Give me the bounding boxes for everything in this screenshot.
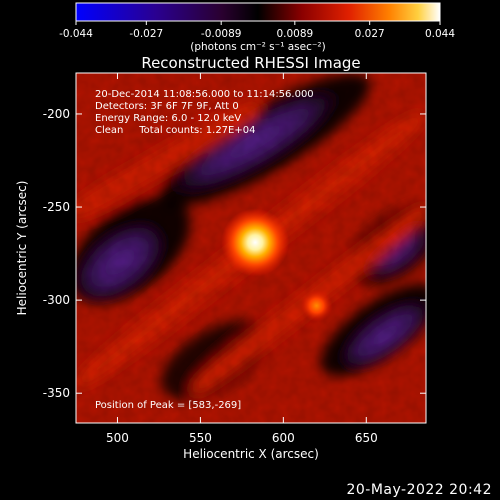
colorbar <box>75 2 441 22</box>
colorbar-tick-label: 0.027 <box>355 28 385 40</box>
emission-peak-main <box>221 208 290 277</box>
plot-frame <box>75 72 427 424</box>
y-axis-label: Heliocentric Y (arcsec) <box>15 181 29 316</box>
annotation-clean-counts: Clean Total counts: 1.27E+04 <box>95 125 255 136</box>
colorbar-tick-label: -0.044 <box>59 28 93 40</box>
x-tick-label: 650 <box>355 431 378 445</box>
colorbar-unit-label: (photons cm⁻² s⁻¹ asec⁻²) <box>190 41 325 53</box>
y-axis-ticks: -200 -250 -300 -350 <box>43 107 426 400</box>
colorbar-tick-label: -0.0089 <box>201 28 242 40</box>
x-axis-label: Heliocentric X (arcsec) <box>183 447 319 461</box>
timestamp: 20-May-2022 20:42 <box>346 482 492 498</box>
colorbar-tick-labels: -0.044 -0.027 -0.0089 0.0089 0.027 0.044 <box>59 28 455 40</box>
peak-position-label: Position of Peak = [583,-269] <box>95 400 241 411</box>
annotation-detectors: Detectors: 3F 6F 7F 9F, Att 0 <box>95 101 239 112</box>
y-tick-label: -250 <box>43 200 70 214</box>
image-annotation: 20-Dec-2014 11:08:56.000 to 11:14:56.000… <box>95 89 314 136</box>
colorbar-ticks <box>75 21 441 25</box>
chart-title: Reconstructed RHESSI Image <box>141 54 360 72</box>
x-tick-label: 500 <box>106 431 129 445</box>
y-tick-label: -350 <box>43 386 70 400</box>
x-axis-ticks: 500 550 600 650 <box>106 73 378 445</box>
x-tick-label: 550 <box>189 431 212 445</box>
y-tick-label: -200 <box>43 107 70 121</box>
colorbar-tick-label: 0.0089 <box>276 28 313 40</box>
x-tick-label: 600 <box>272 431 295 445</box>
y-tick-label: -300 <box>43 293 70 307</box>
colorbar-tick-label: -0.027 <box>129 28 163 40</box>
colorbar-tick-label: 0.044 <box>425 28 455 40</box>
image-area <box>76 73 426 423</box>
annotation-time-range: 20-Dec-2014 11:08:56.000 to 11:14:56.000 <box>95 89 314 100</box>
emission-peak-secondary <box>300 289 333 322</box>
annotation-energy-range: Energy Range: 6.0 - 12.0 keV <box>95 113 241 124</box>
